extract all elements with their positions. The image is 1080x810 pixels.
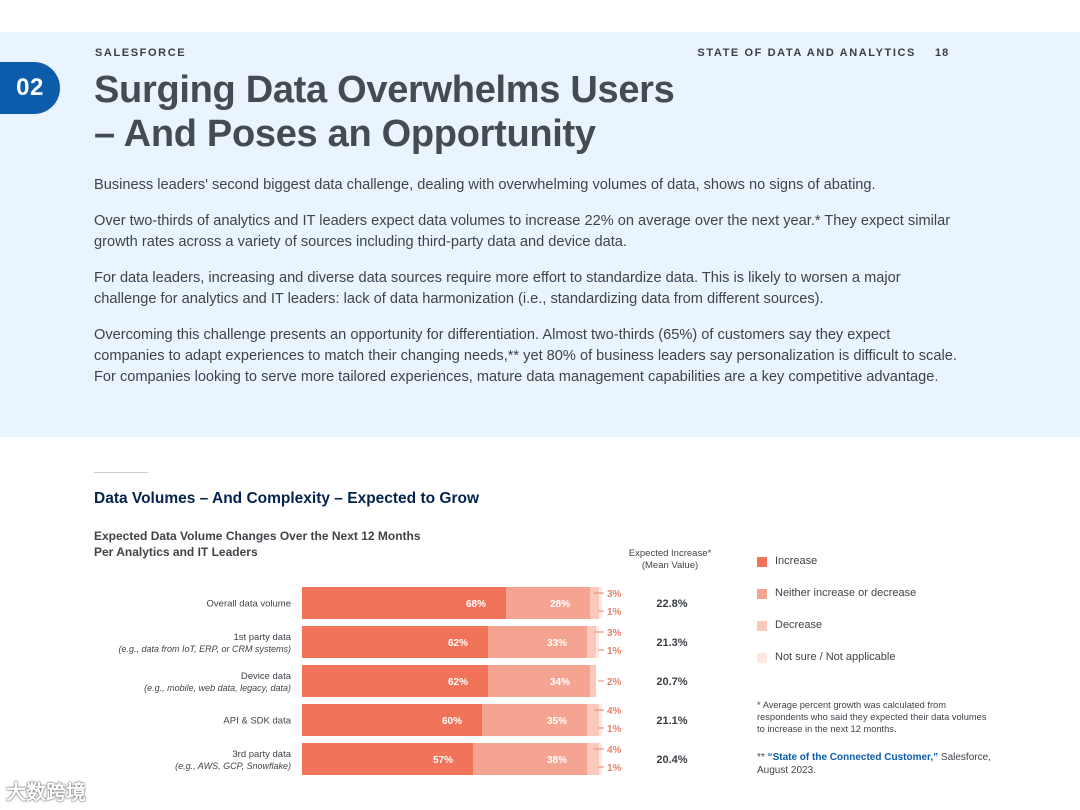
bar-value-label: 28% (550, 599, 570, 610)
intro-band (0, 32, 1080, 437)
bar-segment (599, 587, 602, 619)
bar-value-label: 38% (547, 755, 567, 766)
legend-swatch (757, 653, 767, 663)
decrease-value-label: 4% (607, 745, 622, 756)
category-sublabel: (e.g., AWS, GCP, Snowflake) (175, 761, 291, 771)
bar-segment (596, 626, 599, 658)
report-title: STATE OF DATA AND ANALYTICS (697, 47, 916, 59)
bar-segment (590, 587, 599, 619)
legend-item: Not sure / Not applicable (757, 650, 1017, 682)
legend-item: Decrease (757, 618, 1017, 650)
bar-segment (599, 743, 602, 775)
section-divider (94, 472, 148, 473)
footnote: * Average percent growth was calculated … (757, 700, 987, 734)
category-label: Device data (241, 671, 292, 682)
bar-segment (488, 626, 587, 658)
bar-segment (590, 665, 596, 697)
mean-column-header: Expected Increase* (629, 548, 712, 559)
bar-value-label: 35% (547, 716, 567, 727)
legend-label: Not sure / Not applicable (775, 651, 896, 663)
bar-segment (587, 626, 596, 658)
mean-increase-value: 22.8% (656, 598, 687, 610)
paragraph: Business leaders' second biggest data ch… (94, 177, 876, 193)
bar-segment (302, 665, 488, 697)
bar-value-label: 62% (448, 677, 468, 688)
bar-segment (302, 704, 482, 736)
bar-segment (482, 704, 587, 736)
legend-label: Increase (775, 555, 818, 567)
bar-value-label: 34% (550, 677, 570, 688)
decrease-value-label: 4% (607, 706, 622, 717)
source-link[interactable]: “State of the Connected Customer,” (767, 752, 939, 763)
category-sublabel: (e.g., data from IoT, ERP, or CRM system… (118, 644, 291, 654)
legend-swatch (757, 589, 767, 599)
bar-segment (587, 704, 599, 736)
bar-segment (587, 743, 599, 775)
decrease-value-label: 3% (607, 589, 622, 600)
mean-increase-value: 21.1% (656, 715, 687, 727)
page-number: 18 (935, 47, 950, 59)
watermark-logo: 大数跨境 (6, 782, 86, 804)
legend-item: Increase (757, 554, 1017, 586)
not-sure-value-label: 1% (607, 763, 622, 774)
intro-text: Business leaders' second biggest data ch… (94, 175, 964, 403)
decrease-value-label: 2% (607, 677, 622, 688)
page-title: Surging Data Overwhelms Users – And Pose… (94, 68, 675, 156)
source-prefix: ** (757, 752, 768, 763)
chart-subtitle-line: Expected Data Volume Changes Over the Ne… (94, 529, 421, 543)
legend-swatch (757, 621, 767, 631)
bar-value-label: 62% (448, 638, 468, 649)
mean-increase-value: 20.4% (656, 754, 687, 766)
bar-segment (302, 626, 488, 658)
bar-segment (599, 704, 602, 736)
brand-name: SALESFORCE (95, 47, 187, 59)
stacked-bar-chart: Expected Increase*(Mean Value) Overall da… (118, 548, 712, 775)
category-label: 1st party data (233, 632, 291, 643)
bar-value-label: 57% (433, 755, 453, 766)
mean-increase-value: 20.7% (656, 676, 687, 688)
legend-label: Decrease (775, 619, 823, 631)
mean-column-subheader: (Mean Value) (642, 560, 698, 571)
bar-value-label: 68% (466, 599, 486, 610)
category-label: 3rd party data (232, 749, 291, 760)
not-sure-value-label: 1% (607, 724, 622, 735)
mean-increase-value: 21.3% (656, 637, 687, 649)
legend-item: Neither increase or decrease (757, 586, 1017, 618)
title-line-2: – And Poses an Opportunity (94, 113, 596, 155)
decrease-value-label: 3% (607, 628, 622, 639)
paragraph: Overcoming this challenge presents an op… (94, 327, 957, 385)
source-suffix: Salesforce, August 2023. (757, 752, 991, 776)
bar-segment (302, 587, 506, 619)
legend-label: Neither increase or decrease (775, 587, 917, 599)
bar-segment (473, 743, 587, 775)
chart-subtitle-line: Per Analytics and IT Leaders (94, 545, 258, 559)
paragraph: For data leaders, increasing and diverse… (94, 270, 901, 307)
bar-value-label: 60% (442, 716, 462, 727)
category-label: Overall data volume (207, 599, 291, 610)
source-citation: ** “State of the Connected Customer,” Sa… (757, 751, 1017, 777)
bar-segment (488, 665, 590, 697)
chart-subtitle: Expected Data Volume Changes Over the Ne… (94, 528, 514, 560)
bar-segment (302, 743, 473, 775)
legend-swatch (757, 557, 767, 567)
bar-segment (506, 587, 590, 619)
category-sublabel: (e.g., mobile, web data, legacy, data) (144, 683, 291, 693)
title-line-1: Surging Data Overwhelms Users (94, 69, 675, 111)
chart-legend: Increase Neither increase or decrease Decr… (757, 554, 1017, 682)
bar-value-label: 33% (547, 638, 567, 649)
not-sure-value-label: 1% (607, 607, 622, 618)
category-label: API & SDK data (223, 716, 291, 727)
section-badge: 02 (0, 62, 60, 114)
paragraph: Over two-thirds of analytics and IT lead… (94, 213, 951, 250)
chart-title: Data Volumes – And Complexity – Expected… (94, 490, 480, 507)
not-sure-value-label: 1% (607, 646, 622, 657)
